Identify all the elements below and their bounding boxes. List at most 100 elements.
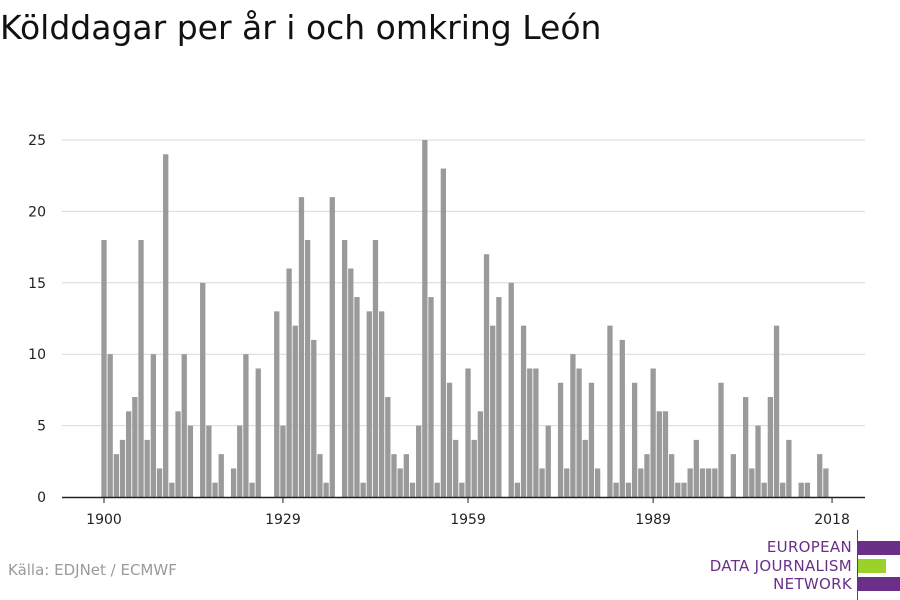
bar	[341, 239, 348, 497]
bar	[693, 439, 699, 497]
bar	[409, 482, 416, 497]
bar	[564, 468, 570, 497]
bar	[527, 368, 533, 497]
bar	[465, 368, 471, 497]
logo-bar-3	[858, 577, 900, 591]
bar	[317, 454, 323, 497]
y-tick-label: 0	[37, 490, 46, 506]
source-note: Källa: EDJNet / ECMWF	[8, 561, 177, 579]
bar	[520, 325, 527, 497]
bar	[545, 425, 551, 497]
grid-lines	[62, 139, 865, 427]
bar	[446, 382, 453, 497]
logo-divider	[857, 530, 858, 600]
bar	[422, 140, 428, 497]
bar	[354, 297, 360, 497]
bar	[144, 439, 150, 497]
bar	[607, 325, 613, 497]
bar	[286, 268, 292, 497]
bar	[718, 382, 724, 497]
bar	[360, 482, 366, 497]
bar	[311, 339, 317, 497]
bar	[107, 354, 113, 497]
logo-bar-2	[858, 559, 886, 573]
bar	[699, 468, 706, 497]
bar	[477, 411, 484, 497]
bar	[403, 454, 409, 497]
bar	[366, 311, 372, 497]
bar	[681, 482, 687, 497]
x-axis-ticks: 1900 1929 1959 1989 2018	[86, 497, 850, 528]
bar	[416, 425, 422, 497]
bar	[471, 439, 477, 497]
bar	[496, 297, 502, 497]
bar	[749, 468, 755, 497]
bar	[557, 382, 564, 497]
bar	[440, 168, 446, 497]
logo-text-line-1: EUROPEAN	[766, 538, 852, 556]
bar	[804, 482, 811, 497]
y-tick-label: 25	[28, 133, 46, 149]
bar	[218, 454, 224, 497]
bar	[638, 468, 644, 497]
y-tick-label: 20	[28, 204, 46, 220]
bar	[668, 454, 675, 497]
y-tick-label: 15	[28, 276, 46, 292]
bar	[539, 468, 545, 497]
x-tick-label: 1959	[450, 512, 486, 528]
bar	[576, 368, 582, 497]
bar	[798, 482, 804, 497]
bar	[187, 425, 194, 497]
bar	[687, 468, 693, 497]
bar	[156, 468, 163, 497]
bar	[656, 411, 662, 497]
y-tick-label: 5	[37, 419, 46, 435]
bar	[588, 382, 595, 497]
bar	[237, 425, 243, 497]
bar	[274, 311, 280, 497]
bar	[434, 482, 440, 497]
bar	[625, 482, 632, 497]
x-tick-label: 1929	[265, 512, 301, 528]
bar	[397, 468, 403, 497]
bar	[175, 411, 181, 497]
bar	[743, 397, 749, 497]
bar	[181, 354, 187, 497]
bar	[662, 411, 669, 497]
bar	[706, 468, 712, 497]
bar	[138, 239, 144, 497]
bar	[570, 354, 576, 497]
edjnet-logo[interactable]: EUROPEAN DATA JOURNALISM NETWORK	[706, 530, 900, 600]
bar	[582, 439, 588, 497]
y-axis-tick-labels: 0 5 10 15 20 25	[28, 133, 46, 506]
bar	[773, 325, 780, 497]
bar	[150, 354, 157, 497]
bar	[304, 239, 311, 497]
bar	[619, 339, 625, 497]
bar	[755, 425, 761, 497]
bar	[823, 468, 829, 497]
bar	[483, 254, 490, 497]
bar	[391, 454, 397, 497]
bar	[280, 425, 286, 497]
x-tick-label: 1900	[86, 512, 122, 528]
bar	[126, 411, 132, 497]
bar	[780, 482, 786, 497]
chart-title: Kölddagar per år i och omkring León	[0, 8, 602, 47]
bar	[817, 454, 823, 497]
logo-text-line-3: NETWORK	[773, 575, 852, 593]
bar	[490, 325, 496, 497]
bar	[650, 368, 656, 497]
bar	[730, 454, 736, 497]
bar	[453, 439, 459, 497]
bar	[644, 454, 650, 497]
bar	[298, 197, 305, 497]
bar	[631, 382, 638, 497]
bar	[712, 468, 718, 497]
bar	[329, 197, 335, 497]
bar	[508, 282, 514, 497]
logo-bar-1	[858, 541, 900, 555]
bar	[169, 482, 175, 497]
bar	[372, 239, 379, 497]
